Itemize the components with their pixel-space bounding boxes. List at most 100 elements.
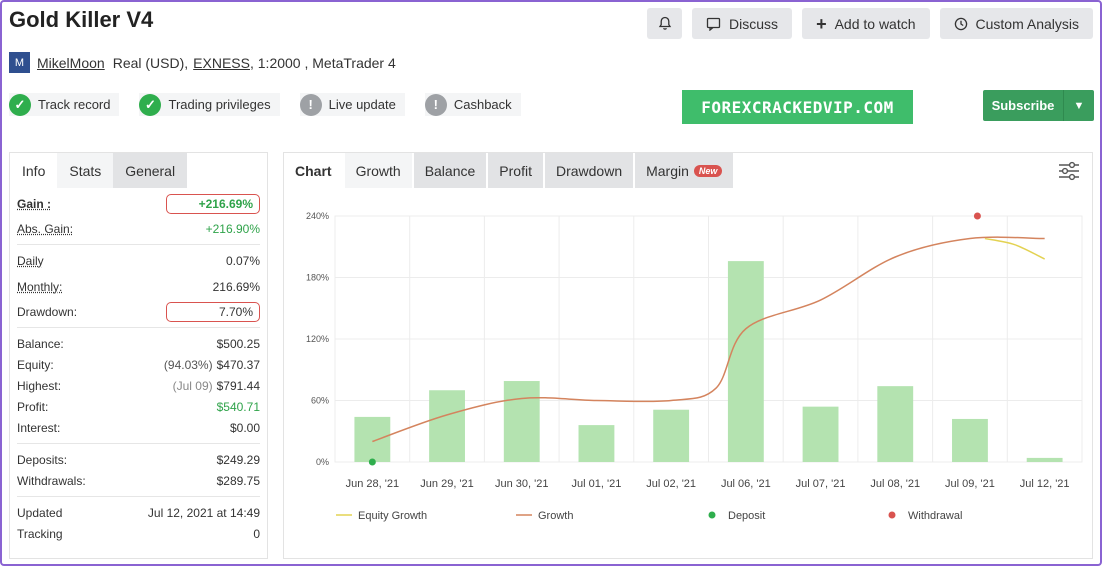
equity-label: Equity: [17, 357, 54, 372]
tab-margin[interactable]: Margin New [635, 153, 734, 188]
sliders-icon[interactable] [1058, 161, 1080, 181]
bar[interactable] [1026, 457, 1063, 462]
tab-growth[interactable]: Growth [344, 153, 412, 188]
bar[interactable] [653, 409, 690, 462]
equity-pct: (94.03%) [163, 357, 213, 372]
badge-label: Live update [328, 97, 396, 112]
equity-growth-series-line [984, 237, 1045, 260]
bar[interactable] [429, 390, 465, 462]
badges: ✓ Track record ✓ Trading privileges ! Li… [9, 93, 521, 116]
x-tick-label: Jun 29, '21 [420, 478, 473, 490]
discuss-button[interactable]: Discuss [692, 8, 793, 39]
balance-value: $500.25 [216, 336, 260, 351]
subscribe-button[interactable]: Subscribe ▼ [983, 90, 1094, 121]
discuss-label: Discuss [729, 15, 779, 32]
x-tick-label: Jul 01, '21 [572, 478, 622, 490]
withdrawal-marker[interactable] [973, 212, 981, 220]
chevron-down-icon[interactable]: ▼ [1073, 99, 1085, 112]
notifications-button[interactable] [647, 8, 683, 39]
legend-item[interactable]: Equity Growth [336, 510, 427, 522]
warning-icon: ! [299, 93, 322, 116]
drawdown-label: Drawdown: [17, 304, 78, 319]
legend-swatch [888, 511, 896, 519]
bar[interactable] [952, 418, 988, 462]
y-tick-label: 180% [306, 273, 329, 283]
badge-track-record[interactable]: ✓ Track record [9, 93, 120, 116]
bar[interactable] [503, 381, 540, 462]
legend-item[interactable]: Growth [516, 510, 573, 522]
equity-value: $470.37 [216, 357, 260, 372]
abs-gain-value: +216.90% [205, 221, 260, 236]
drawdown-value: 7.70% [166, 301, 260, 322]
gain-value: +216.69% [166, 193, 260, 214]
profit-value: $540.71 [216, 399, 260, 414]
withdrawals-value: $289.75 [216, 473, 260, 488]
avatar: M [9, 52, 30, 73]
daily-label: Daily [17, 253, 44, 268]
legend-label: Equity Growth [358, 510, 427, 522]
tab-profit[interactable]: Profit [488, 153, 543, 188]
new-badge: New [693, 164, 723, 177]
x-tick-label: Jun 28, '21 [346, 478, 399, 490]
tab-chart[interactable]: Chart [295, 162, 332, 179]
custom-analysis-button[interactable]: Custom Analysis [939, 8, 1093, 39]
x-tick-label: Jul 02, '21 [646, 478, 696, 490]
badge-cashback[interactable]: ! Cashback [424, 93, 521, 116]
legend-swatch [708, 511, 716, 519]
tab-info[interactable]: Info [22, 162, 46, 179]
monthly-label: Monthly: [17, 279, 63, 294]
account-details: , 1:2000 , MetaTrader 4 [249, 54, 396, 71]
badge-live-update[interactable]: ! Live update [299, 93, 405, 116]
y-tick-label: 60% [311, 396, 329, 406]
page-title: Gold Killer V4 [9, 7, 154, 32]
bar[interactable] [727, 261, 764, 462]
tab-drawdown[interactable]: Drawdown [544, 153, 634, 188]
badge-label: Cashback [453, 97, 512, 112]
highest-date: (Jul 09) [172, 378, 213, 393]
tab-general[interactable]: General [113, 153, 188, 188]
bar[interactable] [578, 425, 615, 462]
y-tick-label: 120% [306, 334, 329, 344]
withdrawals-label: Withdrawals: [17, 473, 86, 488]
legend-item[interactable]: Withdrawal [888, 510, 963, 522]
broker-link[interactable]: EXNESS [193, 54, 250, 71]
account-type: Real (USD), [112, 54, 189, 71]
gain-label: Gain : [17, 196, 52, 211]
y-tick-label: 240% [306, 211, 329, 221]
clock-icon [954, 17, 967, 30]
badge-trading-privileges[interactable]: ✓ Trading privileges [139, 93, 280, 116]
watermark-banner: FOREXCRACKEDVIP.COM [682, 90, 913, 124]
bar[interactable] [802, 406, 839, 462]
deposits-label: Deposits: [17, 452, 68, 467]
custom-analysis-label: Custom Analysis [975, 15, 1079, 32]
add-to-watch-label: Add to watch [834, 15, 916, 32]
highest-label: Highest: [17, 378, 62, 393]
account-info: M MikelMoon Real (USD), EXNESS , 1:2000 … [9, 52, 396, 73]
monthly-value: 216.69% [212, 279, 260, 294]
check-icon: ✓ [139, 93, 162, 116]
plus-icon: + [816, 13, 827, 34]
interest-value: $0.00 [229, 420, 260, 435]
y-tick-label: 0% [316, 457, 329, 467]
add-to-watch-button[interactable]: + Add to watch [802, 8, 930, 39]
stats-panel: Info Stats General Gain : +216.69% Abs. G… [9, 152, 268, 559]
legend-label: Withdrawal [908, 510, 962, 522]
abs-gain-label: Abs. Gain: [17, 221, 74, 236]
user-link[interactable]: MikelMoon [37, 54, 105, 71]
badge-label: Trading privileges [168, 97, 271, 112]
x-tick-label: Jul 08, '21 [870, 478, 920, 490]
deposit-marker[interactable] [368, 458, 376, 466]
x-tick-label: Jul 12, '21 [1020, 478, 1070, 490]
legend-item[interactable]: Deposit [708, 510, 766, 522]
highest-value: $791.44 [216, 378, 260, 393]
subscribe-label: Subscribe [983, 90, 1064, 121]
bar[interactable] [877, 386, 914, 462]
tab-balance[interactable]: Balance [413, 153, 487, 188]
warning-icon: ! [424, 93, 447, 116]
tracking-label: Tracking [17, 526, 63, 541]
legend-label: Growth [538, 510, 573, 522]
tab-stats[interactable]: Stats [57, 153, 114, 188]
bar[interactable] [354, 416, 391, 462]
updated-value: Jul 12, 2021 at 14:49 [147, 505, 260, 520]
growth-series-line [372, 236, 1045, 443]
